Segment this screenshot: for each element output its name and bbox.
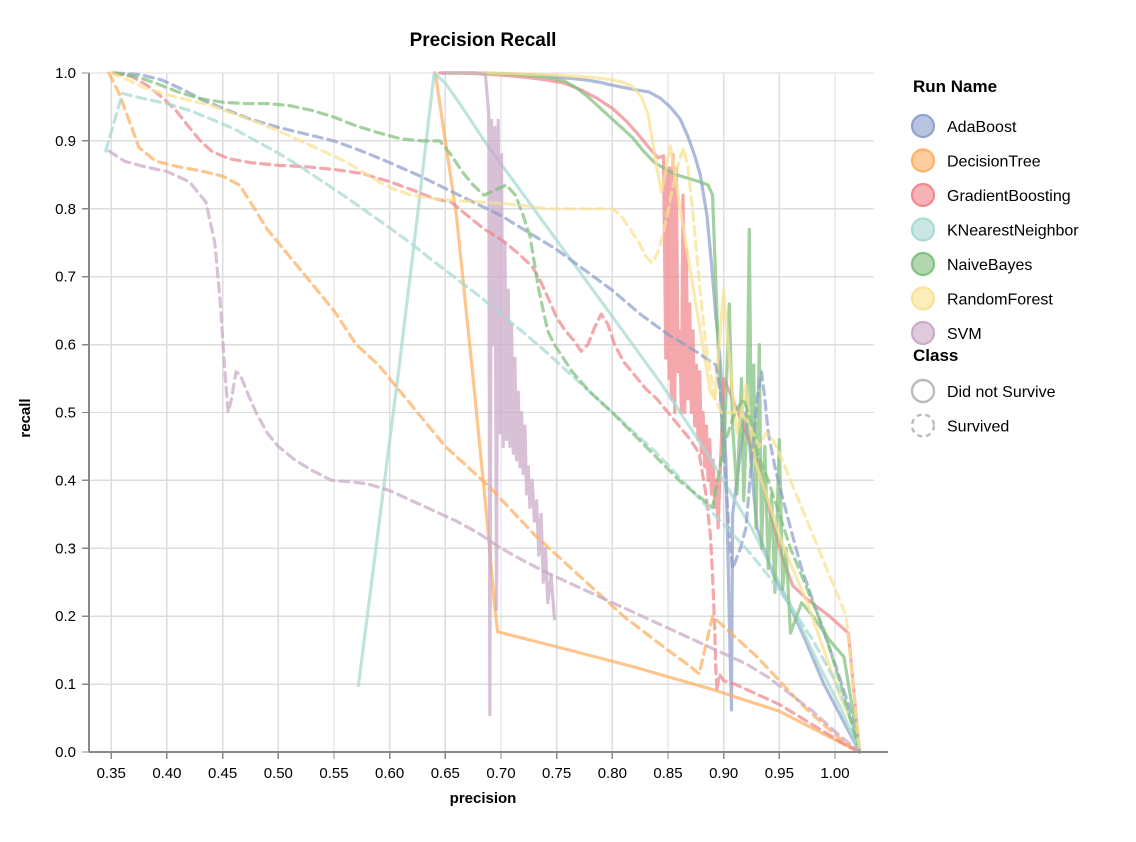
series-knearestneighbor-survived (104, 91, 862, 754)
x-tick-label-0.75: 0.75 (542, 765, 571, 782)
chart-legend: Run Name Class AdaBoost DecisionTree Gradi… (910, 77, 1079, 438)
y-tick-label-0.6: 0.6 (55, 337, 76, 354)
series-gradientboosting-survived (111, 71, 862, 754)
legend-swatch-randomforest (910, 286, 936, 311)
y-tick-label-0.0: 0.0 (55, 744, 76, 761)
y-tick-label-0.8: 0.8 (55, 201, 76, 218)
y-tick-label-0.1: 0.1 (55, 676, 76, 693)
legend-label-svm: SVM (947, 326, 982, 343)
legend-swatch-svm (910, 320, 936, 346)
legend-item-knearestneighbor[interactable]: KNearestNeighbor (910, 217, 1079, 242)
series-randomforest-did-not-survive (445, 71, 862, 754)
x-tick-label-0.35: 0.35 (97, 765, 126, 782)
x-tick-label-0.50: 0.50 (264, 765, 293, 782)
series-randomforest-survived (109, 71, 862, 754)
x-tick-label-0.40: 0.40 (152, 765, 181, 782)
legend-item-naivebayes[interactable]: NaiveBayes (910, 251, 1032, 277)
legend-item-gradientboosting[interactable]: GradientBoosting (910, 182, 1071, 208)
legend-class-label-survived: Survived (947, 419, 1009, 436)
series-decisiontree-did-not-survive (433, 71, 862, 754)
legend-label-knearestneighbor: KNearestNeighbor (947, 223, 1079, 240)
series-lines (104, 71, 862, 754)
axes (82, 72, 888, 759)
legend-swatch-gradientboosting (910, 182, 936, 208)
legend-item-randomforest[interactable]: RandomForest (910, 286, 1053, 311)
legend-class-did-not-survive[interactable]: Did not Survive (910, 378, 1056, 404)
y-tick-label-0.4: 0.4 (55, 472, 76, 489)
series-naivebayes-survived (111, 71, 862, 754)
legend-item-adaboost[interactable]: AdaBoost (910, 113, 1017, 139)
legend-class-swatch-survived (910, 413, 936, 438)
legend-label-decisiontree: DecisionTree (947, 154, 1041, 171)
legend-label-adaboost: AdaBoost (947, 119, 1017, 136)
legend-swatch-knearestneighbor (910, 217, 936, 242)
y-tick-label-1.0: 1.0 (55, 65, 76, 82)
legend-run-items: AdaBoost DecisionTree GradientBoosting KNea… (910, 113, 1079, 346)
x-tick-label-0.80: 0.80 (598, 765, 627, 782)
series-adaboost-survived (113, 71, 862, 754)
chart-title: Precision Recall (410, 30, 557, 51)
x-tick-label-0.45: 0.45 (208, 765, 237, 782)
x-tick-label-0.55: 0.55 (319, 765, 348, 782)
legend-swatch-decisiontree (910, 148, 936, 173)
x-tick-label-0.60: 0.60 (375, 765, 404, 782)
x-tick-label-0.70: 0.70 (486, 765, 515, 782)
series-svm-survived (107, 149, 862, 754)
legend-class-survived[interactable]: Survived (910, 413, 1009, 438)
x-tick-label-1.00: 1.00 (820, 765, 849, 782)
y-tick-label-0.3: 0.3 (55, 540, 76, 557)
legend-swatch-adaboost (910, 113, 936, 139)
legend-label-gradientboosting: GradientBoosting (947, 188, 1071, 205)
y-tick-label-0.5: 0.5 (55, 405, 76, 422)
x-axis-title: precision (450, 790, 517, 807)
legend-item-svm[interactable]: SVM (910, 320, 982, 346)
series-decisiontree-survived (107, 71, 862, 754)
legend-swatch-naivebayes (910, 251, 936, 277)
x-tick-label-0.95: 0.95 (765, 765, 794, 782)
legend-class-label-did-not-survive: Did not Survive (947, 384, 1056, 401)
legend-run-name-title: Run Name (913, 77, 997, 96)
x-tick-label-0.90: 0.90 (709, 765, 738, 782)
legend-item-decisiontree[interactable]: DecisionTree (910, 148, 1041, 173)
legend-class-items: Did not Survive Survived (910, 378, 1056, 438)
x-tick-label-0.65: 0.65 (431, 765, 460, 782)
legend-class-swatch-did-not-survive (910, 378, 936, 404)
legend-label-randomforest: RandomForest (947, 292, 1053, 309)
y-axis-title: recall (17, 398, 34, 437)
legend-label-naivebayes: NaiveBayes (947, 257, 1032, 274)
legend-class-title: Class (913, 346, 958, 365)
y-tick-label-0.7: 0.7 (55, 269, 76, 286)
y-tick-label-0.9: 0.9 (55, 133, 76, 150)
y-tick-label-0.2: 0.2 (55, 608, 76, 625)
tick-labels: 0.35 0.40 0.45 0.50 0.55 0.60 0.65 0.70 0.75 0.80… (55, 65, 849, 782)
x-tick-label-0.85: 0.85 (653, 765, 682, 782)
